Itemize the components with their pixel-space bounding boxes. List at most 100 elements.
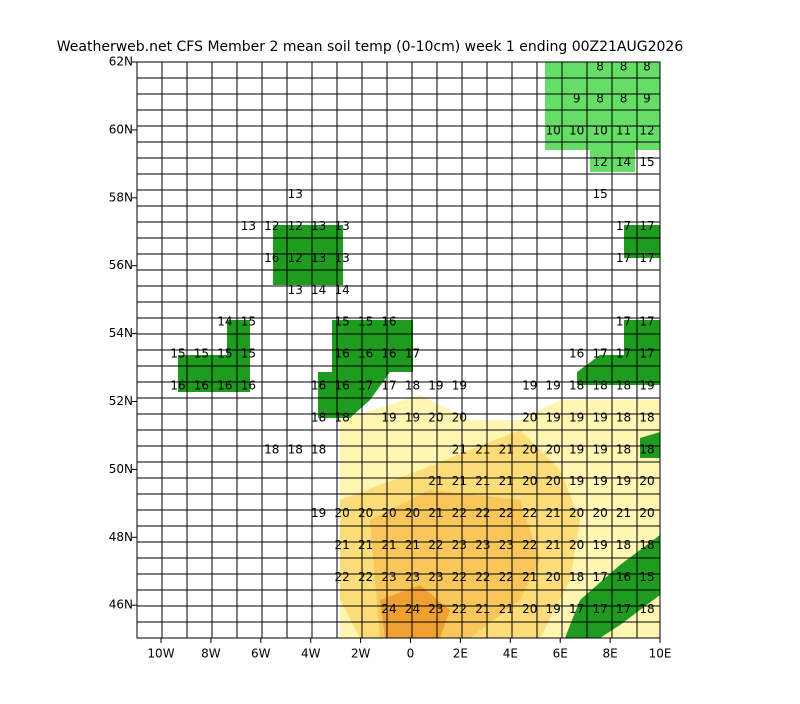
cell-value: 19 <box>569 442 584 456</box>
cell-value: 15 <box>592 187 607 201</box>
cell-value: 15 <box>241 315 256 329</box>
cell-value: 18 <box>639 538 654 552</box>
cell-value: 17 <box>592 570 607 584</box>
cell-value: 17 <box>592 602 607 616</box>
cell-value: 24 <box>405 602 420 616</box>
cell-value: 12 <box>264 219 279 233</box>
cell-value: 19 <box>546 379 561 393</box>
cell-value: 18 <box>288 442 303 456</box>
cell-value: 8 <box>596 91 604 105</box>
cell-value: 20 <box>569 538 584 552</box>
cell-value: 12 <box>639 123 654 137</box>
cell-value: 13 <box>335 219 350 233</box>
cell-value: 8 <box>643 60 651 74</box>
cell-value: 18 <box>405 379 420 393</box>
cell-value: 16 <box>381 315 396 329</box>
cell-value: 20 <box>546 474 561 488</box>
cell-value: 12 <box>592 155 607 169</box>
cell-value: 17 <box>592 347 607 361</box>
cell-value: 17 <box>616 251 631 265</box>
cell-value: 17 <box>639 315 654 329</box>
map-frame <box>136 61 661 639</box>
cell-value: 21 <box>405 538 420 552</box>
cell-value: 18 <box>639 410 654 424</box>
cell-value: 22 <box>452 506 467 520</box>
cold-shade <box>318 320 413 418</box>
cell-value: 21 <box>546 506 561 520</box>
cell-value: 13 <box>288 187 303 201</box>
cell-value: 17 <box>639 251 654 265</box>
cold-shade <box>624 225 660 258</box>
cell-value: 21 <box>475 442 490 456</box>
cell-value: 20 <box>546 442 561 456</box>
cell-value: 20 <box>335 506 350 520</box>
cell-value: 20 <box>358 506 373 520</box>
cell-value: 22 <box>452 570 467 584</box>
cell-value: 18 <box>616 379 631 393</box>
cell-value: 18 <box>335 410 350 424</box>
x-tick-label: 4E <box>503 647 518 661</box>
x-tick-label: 6E <box>553 647 568 661</box>
cell-value: 15 <box>335 315 350 329</box>
cell-value: 18 <box>311 410 326 424</box>
cell-value: 19 <box>522 379 537 393</box>
cell-value: 15 <box>241 347 256 361</box>
cell-value: 14 <box>616 155 631 169</box>
cell-value: 18 <box>311 442 326 456</box>
cell-value: 19 <box>592 442 607 456</box>
cell-value: 19 <box>616 474 631 488</box>
x-tick-label: 0 <box>407 647 415 661</box>
cell-value: 13 <box>335 251 350 265</box>
cell-value: 19 <box>592 538 607 552</box>
map-title: Weatherweb.net CFS Member 2 mean soil te… <box>57 39 684 55</box>
cell-value: 15 <box>358 315 373 329</box>
cell-value: 15 <box>194 347 209 361</box>
cell-value: 9 <box>643 91 651 105</box>
cell-value: 22 <box>499 570 514 584</box>
cell-value: 21 <box>335 538 350 552</box>
cell-value: 10 <box>569 123 584 137</box>
cell-value: 21 <box>452 442 467 456</box>
cold-shade <box>577 320 660 385</box>
cell-value: 22 <box>335 570 350 584</box>
hottest-shade <box>380 585 450 638</box>
cell-value: 20 <box>381 506 396 520</box>
cell-value: 19 <box>592 474 607 488</box>
cell-value: 21 <box>358 538 373 552</box>
cell-value: 8 <box>596 60 604 74</box>
cell-value: 14 <box>311 283 326 297</box>
cell-value: 18 <box>264 442 279 456</box>
cell-value: 21 <box>452 474 467 488</box>
cold-shade <box>273 225 343 285</box>
cell-value: 16 <box>335 347 350 361</box>
cell-value: 19 <box>569 474 584 488</box>
cell-value: 21 <box>546 538 561 552</box>
cell-value: 13 <box>311 219 326 233</box>
y-tick-label: 54N <box>109 326 133 340</box>
x-tick-label: 2E <box>453 647 468 661</box>
cell-value: 10 <box>592 123 607 137</box>
cell-value: 20 <box>452 410 467 424</box>
cell-value: 16 <box>241 379 256 393</box>
cell-value: 23 <box>428 570 443 584</box>
cell-value: 17 <box>569 602 584 616</box>
cell-value: 21 <box>499 442 514 456</box>
cell-value: 16 <box>170 379 185 393</box>
cell-value: 17 <box>381 379 396 393</box>
x-tick-label: 10E <box>649 647 672 661</box>
cold-shade <box>178 320 250 392</box>
cell-value: 17 <box>616 347 631 361</box>
cell-value: 8 <box>620 91 628 105</box>
y-tick-label: 60N <box>109 122 133 136</box>
cell-value: 22 <box>475 506 490 520</box>
cell-value: 15 <box>170 347 185 361</box>
cell-value: 18 <box>616 538 631 552</box>
cell-value: 17 <box>639 347 654 361</box>
cell-value: 20 <box>639 474 654 488</box>
cell-value: 9 <box>573 91 581 105</box>
cell-value: 21 <box>475 602 490 616</box>
cell-value: 16 <box>358 347 373 361</box>
cell-value: 21 <box>616 506 631 520</box>
